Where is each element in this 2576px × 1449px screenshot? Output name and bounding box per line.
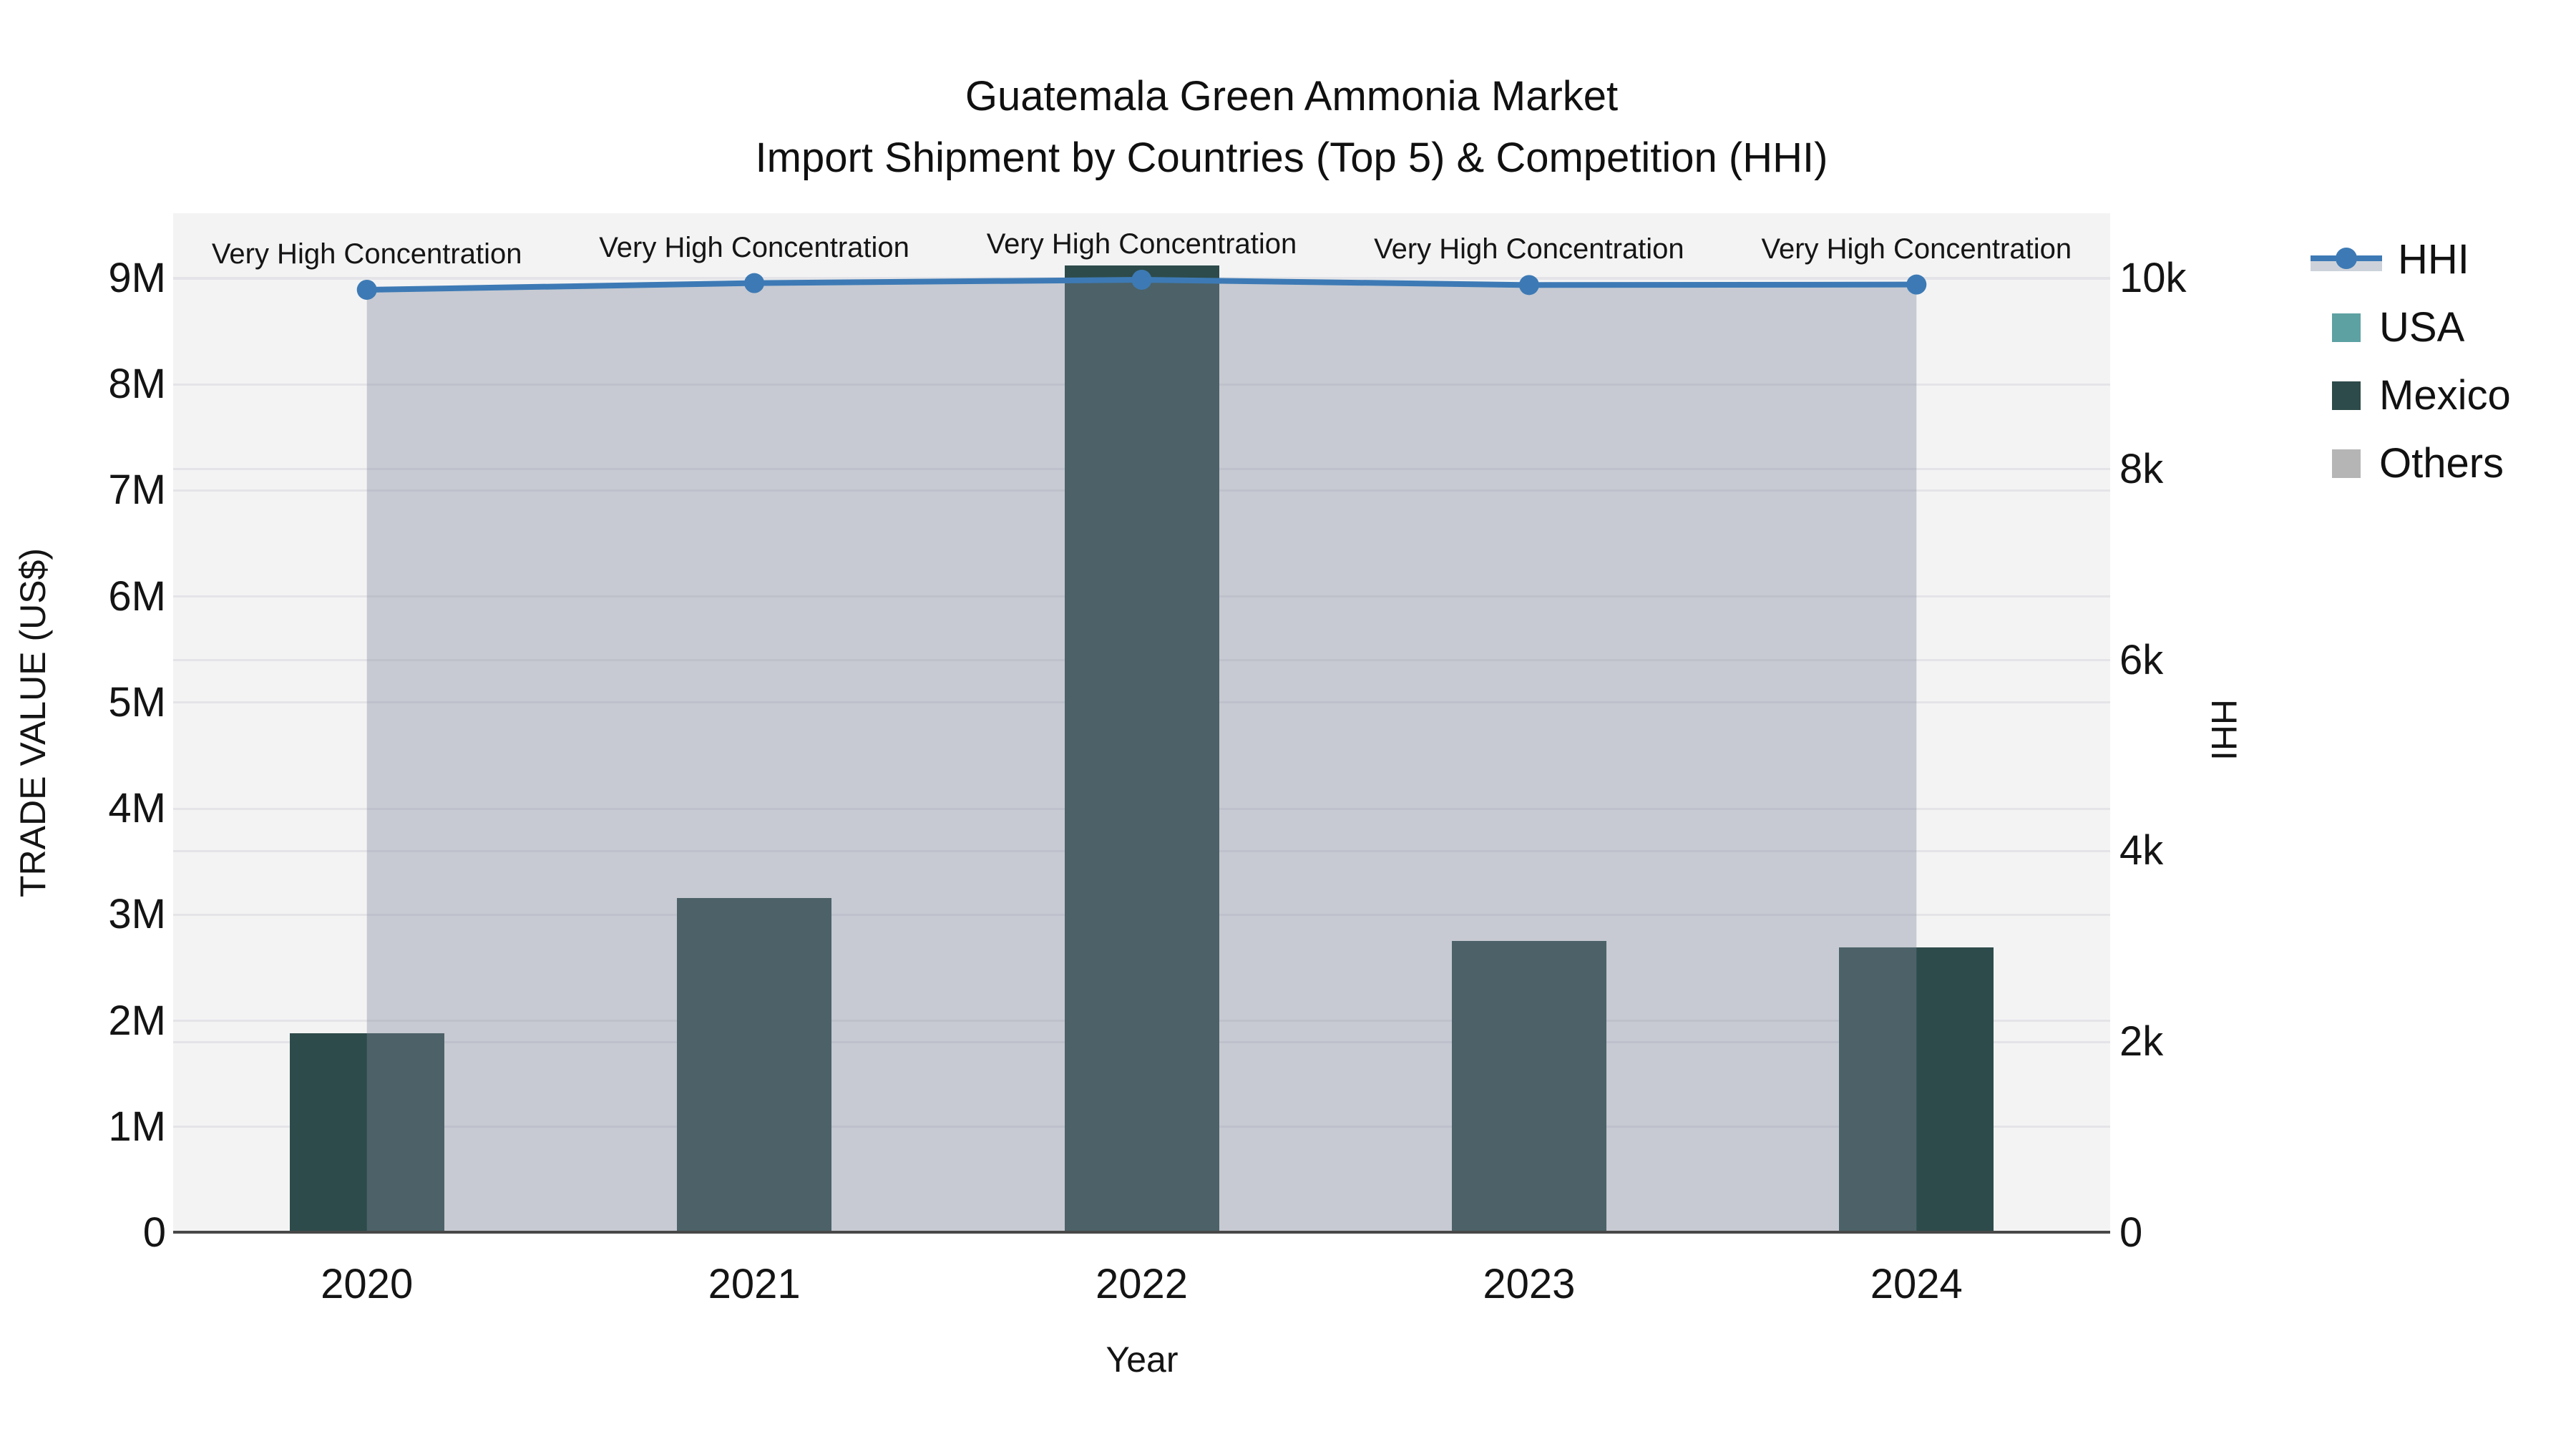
x-tick-2021: 2021 (708, 1261, 801, 1307)
y-right-tick-2k: 2k (2119, 1018, 2164, 1065)
bar-mexico-2022[interactable] (1064, 265, 1219, 1233)
x-tick-2022: 2022 (1095, 1261, 1189, 1307)
hhi-marker-2020[interactable] (356, 279, 377, 300)
y-left-tick-9M: 9M (108, 255, 166, 301)
y-right-tick-8k: 8k (2119, 445, 2164, 492)
y-left-tick-5M: 5M (108, 678, 166, 726)
y-left-tick-7M: 7M (108, 467, 166, 514)
y-left-tick-4M: 4M (108, 785, 166, 832)
legend-label-mexico: Mexico (2379, 372, 2511, 419)
y-left-tick-0: 0 (142, 1209, 166, 1256)
hhi-marker-2023[interactable] (1518, 275, 1539, 296)
x-tick-2024: 2024 (1870, 1261, 1963, 1307)
y-left-tick-8M: 8M (108, 361, 166, 408)
y-left-tick-6M: 6M (108, 572, 166, 620)
annotation-very-high-concentration-2022: Very High Concentration (986, 228, 1297, 260)
legend-item-usa[interactable]: USA (2311, 293, 2511, 361)
y-left-tick-3M: 3M (108, 891, 166, 938)
chart-title-block: Guatemala Green Ammonia Market Import Sh… (756, 66, 1828, 189)
bar-mexico-2021[interactable] (677, 897, 832, 1233)
x-tick-2020: 2020 (321, 1261, 414, 1307)
legend: HHI USA Mexico Others (2311, 225, 2511, 497)
y-axis-right-title: HHI (2204, 698, 2244, 761)
legend-label-hhi: HHI (2398, 236, 2469, 283)
legend-label-usa: USA (2379, 304, 2465, 351)
y-right-tick-0: 0 (2119, 1209, 2143, 1256)
chart-subtitle: Import Shipment by Countries (Top 5) & C… (755, 135, 1828, 181)
y-left-tick-2M: 2M (108, 997, 166, 1044)
mexico-swatch-icon (2332, 381, 2361, 410)
bar-mexico-2020[interactable] (289, 1033, 444, 1233)
usa-swatch-icon (2332, 313, 2361, 342)
hhi-marker-2022[interactable] (1131, 269, 1152, 290)
legend-label-others: Others (2379, 440, 2504, 487)
annotation-very-high-concentration-2023: Very High Concentration (1374, 233, 1684, 265)
legend-item-mexico[interactable]: Mexico (2311, 361, 2511, 429)
others-swatch-icon (2332, 449, 2361, 478)
y-left-tick-1M: 1M (108, 1103, 166, 1150)
hhi-line-layer (356, 269, 1927, 1233)
legend-item-others[interactable]: Others (2311, 429, 2511, 497)
y-right-tick-6k: 6k (2119, 636, 2164, 683)
x-tick-2023: 2023 (1483, 1261, 1576, 1307)
hhi-marker-2024[interactable] (1906, 274, 1927, 295)
bar-mexico-2023[interactable] (1451, 941, 1606, 1233)
annotation-very-high-concentration-2024: Very High Concentration (1761, 233, 2072, 265)
y-right-tick-4k: 4k (2119, 827, 2164, 874)
hhi-line-sample-icon (2311, 244, 2382, 275)
x-axis-line (173, 1231, 2110, 1234)
annotation-very-high-concentration-2020: Very High Concentration (211, 238, 522, 270)
chart-title: Guatemala Green Ammonia Market (965, 73, 1619, 119)
hhi-marker-2021[interactable] (744, 273, 765, 293)
legend-item-hhi[interactable]: HHI (2311, 225, 2511, 293)
bar-mexico-2024[interactable] (1839, 947, 1994, 1233)
x-axis-title: Year (1106, 1340, 1179, 1380)
hhi-area-fill (366, 279, 1917, 1233)
y-right-tick-10k: 10k (2119, 254, 2187, 301)
plot-area: Very High Concentration Very High Concent… (173, 213, 2110, 1234)
annotation-very-high-concentration-2021: Very High Concentration (599, 231, 909, 263)
